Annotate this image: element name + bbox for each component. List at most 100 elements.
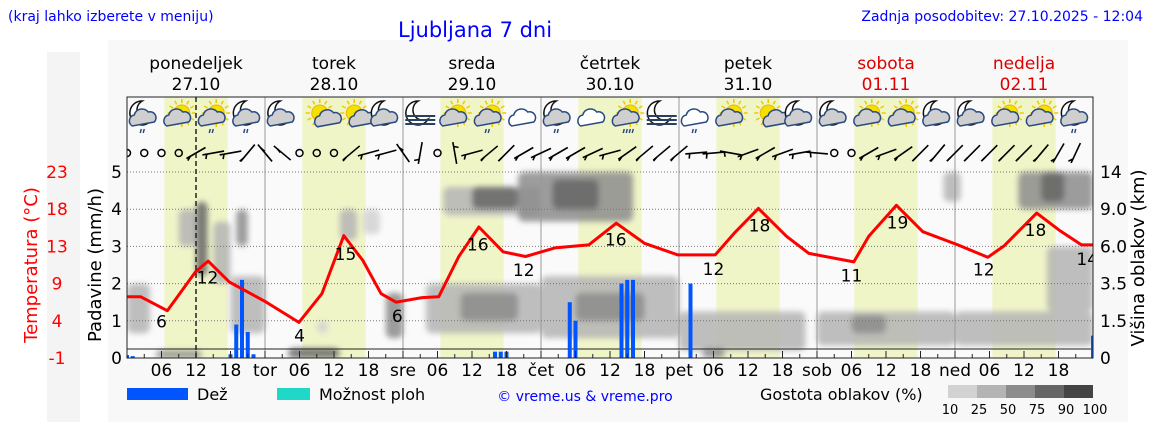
x-tick-label: 12 (185, 361, 207, 381)
rain-bar (689, 284, 693, 358)
temperature-axis-title: Temperatura (°C) (21, 187, 42, 344)
temperature-label: 12 (197, 269, 219, 289)
rain-drop (1075, 129, 1076, 133)
temperature-tick: 4 (52, 312, 63, 332)
density-label: 100 (1083, 403, 1108, 418)
temperature-tick: 18 (46, 200, 68, 220)
rain-drop (485, 129, 486, 133)
wind-barb (454, 147, 459, 148)
density-swatch (1006, 385, 1035, 398)
rain-drop (623, 129, 624, 133)
temperature-tick: 13 (46, 237, 68, 257)
cloud-patch (461, 293, 519, 321)
wind-barb (792, 154, 793, 159)
rain-bar (625, 280, 629, 358)
rain-bar (252, 354, 256, 358)
day-name: petek (724, 54, 772, 74)
day-name: sreda (448, 54, 495, 74)
rain-bar (620, 284, 624, 358)
cloud-height-tick: 0 (1100, 349, 1111, 369)
temperature-label: 19 (887, 213, 909, 233)
cloud-height-tick: 6.0 (1100, 237, 1127, 257)
temperature-tick: 9 (52, 275, 63, 295)
x-tick-label: 18 (220, 361, 242, 381)
legend-showers-label: Možnost ploh (319, 385, 425, 404)
day-date: 31.10 (724, 75, 773, 95)
density-swatch (1035, 385, 1064, 398)
density-label: 25 (971, 403, 988, 418)
temperature-label: 16 (467, 236, 489, 256)
x-tick-label: 06 (427, 361, 449, 381)
density-swatch (1064, 385, 1093, 398)
copyright-link[interactable]: © vreme.us & vreme.pro (497, 389, 672, 405)
legend-showers-swatch (277, 388, 310, 400)
cloud-patch (236, 209, 248, 246)
x-tick-label: 18 (910, 361, 932, 381)
legend-rain-label: Dež (197, 385, 228, 404)
temperature-label: 15 (335, 245, 357, 265)
x-tick-label: 06 (979, 361, 1001, 381)
cloud-axis-title: Višina oblakov (km) (1128, 169, 1149, 346)
rain-drop (247, 129, 248, 133)
x-tick-label: tor (253, 361, 277, 381)
x-tick-label: 18 (772, 361, 794, 381)
precip-tick: 0 (111, 349, 122, 369)
x-tick-label: ned (939, 361, 971, 381)
x-tick-label: 06 (703, 361, 725, 381)
temperature-label: 6 (156, 313, 167, 333)
wind-barb (223, 154, 224, 159)
temperature-label: 16 (605, 231, 627, 251)
x-tick-label: 12 (1013, 361, 1035, 381)
cloud-density-title: Gostota oblakov (%) (760, 385, 923, 404)
precip-tick: 2 (111, 275, 122, 295)
cloud-patch (317, 321, 329, 333)
x-tick-label: 12 (323, 361, 345, 381)
rain-bar (234, 325, 238, 358)
cloud-patch (553, 179, 599, 209)
day-date: 02.11 (1000, 75, 1049, 95)
cloud-patch (288, 348, 340, 358)
cloud-patch (955, 312, 1093, 346)
day-date: 27.10 (172, 75, 221, 95)
rain-drop (632, 129, 633, 133)
density-swatch (977, 385, 1006, 398)
rain-drop (212, 129, 213, 133)
temperature-label: 12 (513, 261, 535, 281)
cloud-patch (944, 172, 961, 202)
density-label: 50 (1000, 403, 1017, 418)
temperature-label: 12 (703, 260, 725, 280)
cloud-patch (817, 312, 955, 346)
rain-drop (209, 129, 210, 133)
legend-rain-swatch (127, 388, 188, 400)
day-name: sobota (857, 54, 915, 74)
temperature-label: 6 (392, 307, 403, 327)
cloud-patch (363, 209, 380, 234)
day-date: 30.10 (586, 75, 635, 95)
rain-drop (557, 129, 558, 133)
rain-drop (140, 129, 141, 133)
wind-barb (414, 159, 419, 160)
cloud-height-tick: 3.5 (1100, 275, 1127, 295)
density-label: 90 (1058, 403, 1075, 418)
day-name: nedelja (993, 54, 1055, 74)
temperature-label: 4 (294, 327, 305, 347)
menu-hint[interactable]: (kraj lahko izberete v meniju) (8, 9, 214, 25)
x-tick-label: 12 (875, 361, 897, 381)
density-label: 10 (942, 403, 959, 418)
day-name: ponedeljek (149, 54, 243, 74)
precip-axis-title: Padavine (mm/h) (85, 188, 106, 342)
cloud-height-tick: 9.0 (1100, 200, 1127, 220)
rain-bar (240, 280, 244, 358)
rain-bar (499, 352, 503, 358)
temperature-tick: -1 (49, 349, 66, 369)
rain-drop (626, 129, 627, 133)
rain-drop (1072, 129, 1073, 133)
temperature-label: 12 (973, 261, 995, 281)
wind-barb (206, 154, 207, 159)
day-date: 01.11 (862, 75, 911, 95)
x-tick-label: 06 (151, 361, 173, 381)
cloud-patch (1041, 172, 1064, 202)
rain-drop (244, 129, 245, 133)
